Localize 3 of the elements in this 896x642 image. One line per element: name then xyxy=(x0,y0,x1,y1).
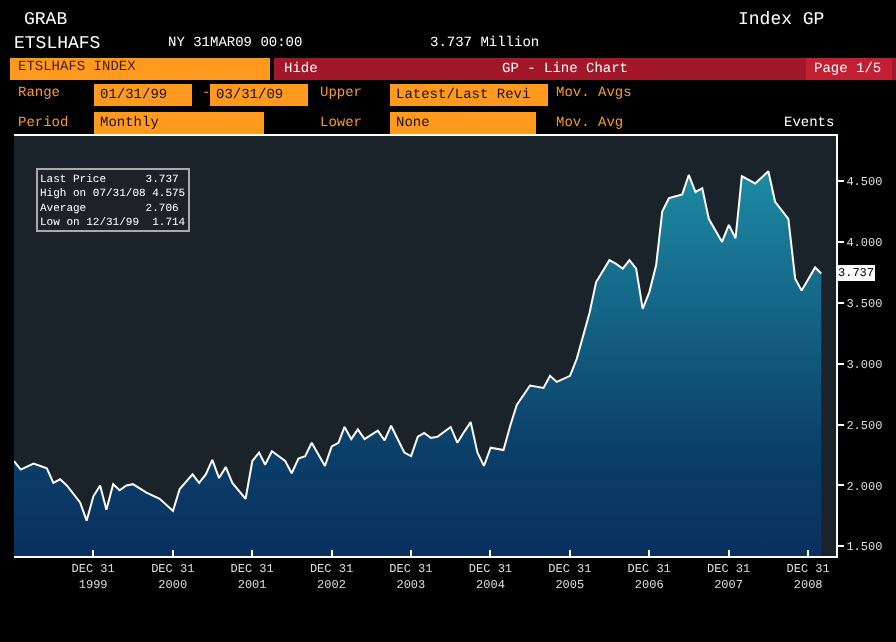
text: GRAB xyxy=(24,10,69,30)
text: Index GP xyxy=(738,10,825,30)
text: ETSLHAFS xyxy=(14,34,101,54)
